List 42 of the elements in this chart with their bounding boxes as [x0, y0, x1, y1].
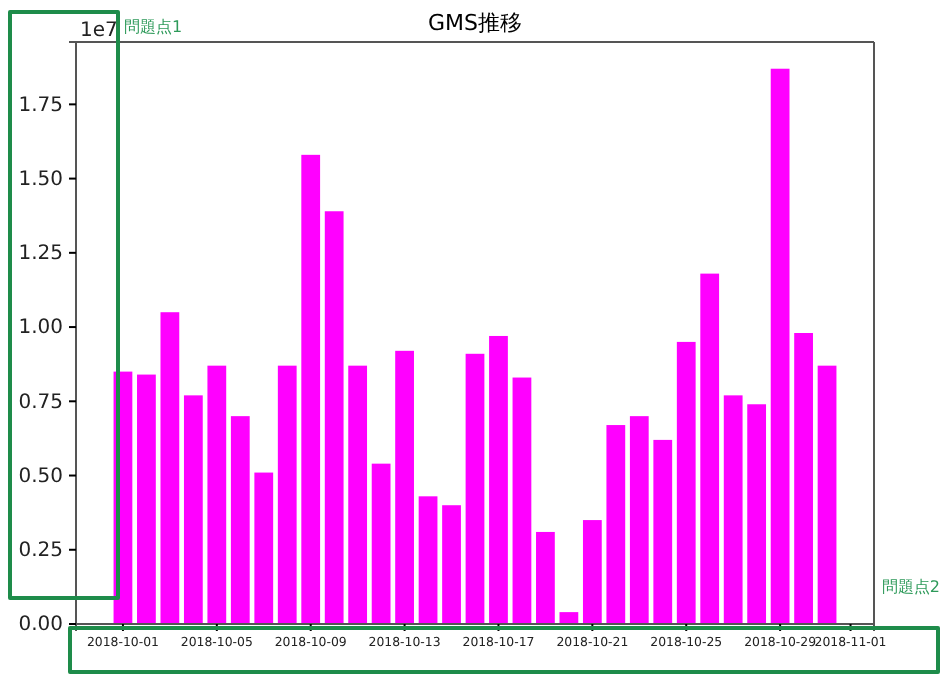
bar	[277, 365, 297, 624]
bar	[559, 612, 579, 624]
bar	[653, 439, 673, 624]
bar	[442, 505, 461, 624]
bar	[629, 416, 649, 624]
bar	[723, 395, 743, 624]
text: 問題点2	[881, 578, 940, 596]
bar	[348, 365, 368, 624]
chart-title: GMS推移	[428, 10, 522, 36]
bar	[794, 333, 813, 624]
y-tick-label: 0.50	[18, 465, 63, 488]
bar	[395, 350, 414, 624]
y-tick-label: 1.50	[18, 168, 63, 191]
bar	[817, 365, 837, 624]
bar	[489, 335, 508, 624]
y-tick-label: 0.75	[18, 391, 63, 414]
y-tick-label: 1.25	[18, 243, 63, 266]
bar	[183, 395, 203, 624]
bar	[465, 353, 485, 624]
bar	[512, 377, 532, 624]
bar	[770, 68, 790, 624]
bar	[418, 496, 438, 624]
bar	[230, 416, 250, 624]
bar	[324, 211, 344, 624]
text: 問題点1	[124, 18, 183, 36]
bar	[536, 531, 555, 624]
bar	[700, 273, 720, 624]
y-tick-label: 0.25	[18, 540, 63, 563]
bar	[254, 472, 274, 624]
bar	[137, 374, 156, 624]
bar	[207, 365, 227, 624]
y-tick-label: 1.75	[18, 94, 63, 117]
bar	[606, 425, 626, 624]
bar	[582, 520, 602, 624]
bar	[160, 312, 180, 624]
bar	[301, 154, 321, 624]
bar	[371, 463, 391, 624]
y-tick-label: 0.00	[18, 614, 63, 637]
y-tick-label: 1.00	[18, 317, 63, 340]
text: 1e7	[80, 20, 118, 42]
bar	[747, 404, 767, 624]
bar	[676, 341, 696, 624]
